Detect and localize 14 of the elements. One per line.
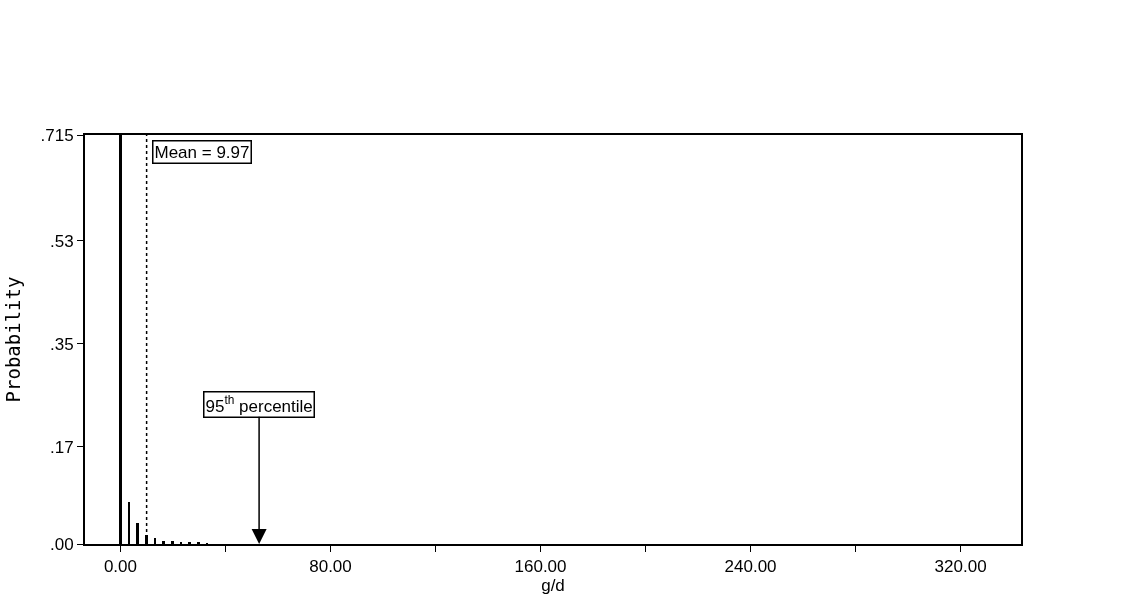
y-tick-label: .00 (49, 534, 74, 554)
x-tick-label: 320.00 (934, 557, 987, 577)
ref-line-label: Mean = 9.97 (154, 142, 250, 162)
x-axis-title: g/d (541, 576, 565, 596)
y-tick-label: .35 (49, 334, 74, 354)
x-tick-label: 160.00 (514, 557, 567, 577)
y-tick-label: .715 (40, 125, 74, 145)
x-tick-label: 0.00 (103, 557, 137, 577)
annotation: 95$^{th}$ percentile (205, 393, 313, 416)
y-tick-label: .17 (49, 437, 74, 457)
y-tick-label: .53 (49, 231, 74, 251)
x-tick-label: 80.00 (309, 557, 352, 577)
x-tick-label: 240.00 (724, 557, 777, 577)
y-axis-title: Probability (1, 276, 24, 403)
